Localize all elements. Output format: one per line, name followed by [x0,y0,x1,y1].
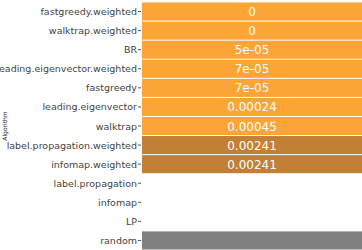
tick-label: BR [124,44,138,55]
cell [142,136,362,154]
cell [142,41,362,59]
data-label: 0.00241 [227,158,277,172]
data-label: 0.00241 [227,139,277,153]
tick [138,49,141,50]
cell [142,174,362,192]
data-label: 7e-05 [235,62,270,76]
tick [138,106,141,107]
tick [138,202,141,203]
data-label: 5e-05 [235,43,270,57]
data-label: 0.00024 [227,100,277,114]
data-label: 0.00045 [227,120,277,134]
tick-label: infomap [98,197,137,208]
cell [142,117,362,135]
tick-label: random [100,235,137,246]
axis-title: Algorithm [1,111,9,141]
tick-label: fastgreedy [86,82,137,93]
tick-label: leading.eigenvector.weighted [0,63,137,74]
data-label: 7e-05 [235,81,270,95]
tick [138,164,141,165]
tick [138,183,141,184]
tick-label: label.propagation.weighted [7,140,137,151]
tick [138,221,141,222]
cell [142,79,362,97]
tick-label: fastgreedy.weighted [41,6,137,17]
cells [142,3,362,250]
cell [142,60,362,78]
tick [138,126,141,127]
tick-label: walktrap [96,121,137,132]
tick [138,87,141,88]
data-label: 0 [248,5,256,19]
cell [142,212,362,230]
tick-label: infomap.weighted [51,159,137,170]
tick [138,145,141,146]
cell [142,155,362,173]
tick-label: label.propagation [54,178,137,189]
cell [142,193,362,211]
cell [142,3,362,21]
chart: fastgreedy.weighted 0 walktrap.weighted 0 BR… [0,0,362,250]
data-label: 0 [248,24,256,38]
tick-label: walktrap.weighted [49,25,137,36]
tick-label: leading.eigenvector [42,101,137,112]
tick [138,68,141,69]
tick [138,30,141,31]
tick [138,240,141,241]
cell [142,98,362,116]
cell [142,22,362,40]
tick [138,11,141,12]
cell [142,231,362,249]
tick-label: LP [126,216,137,227]
